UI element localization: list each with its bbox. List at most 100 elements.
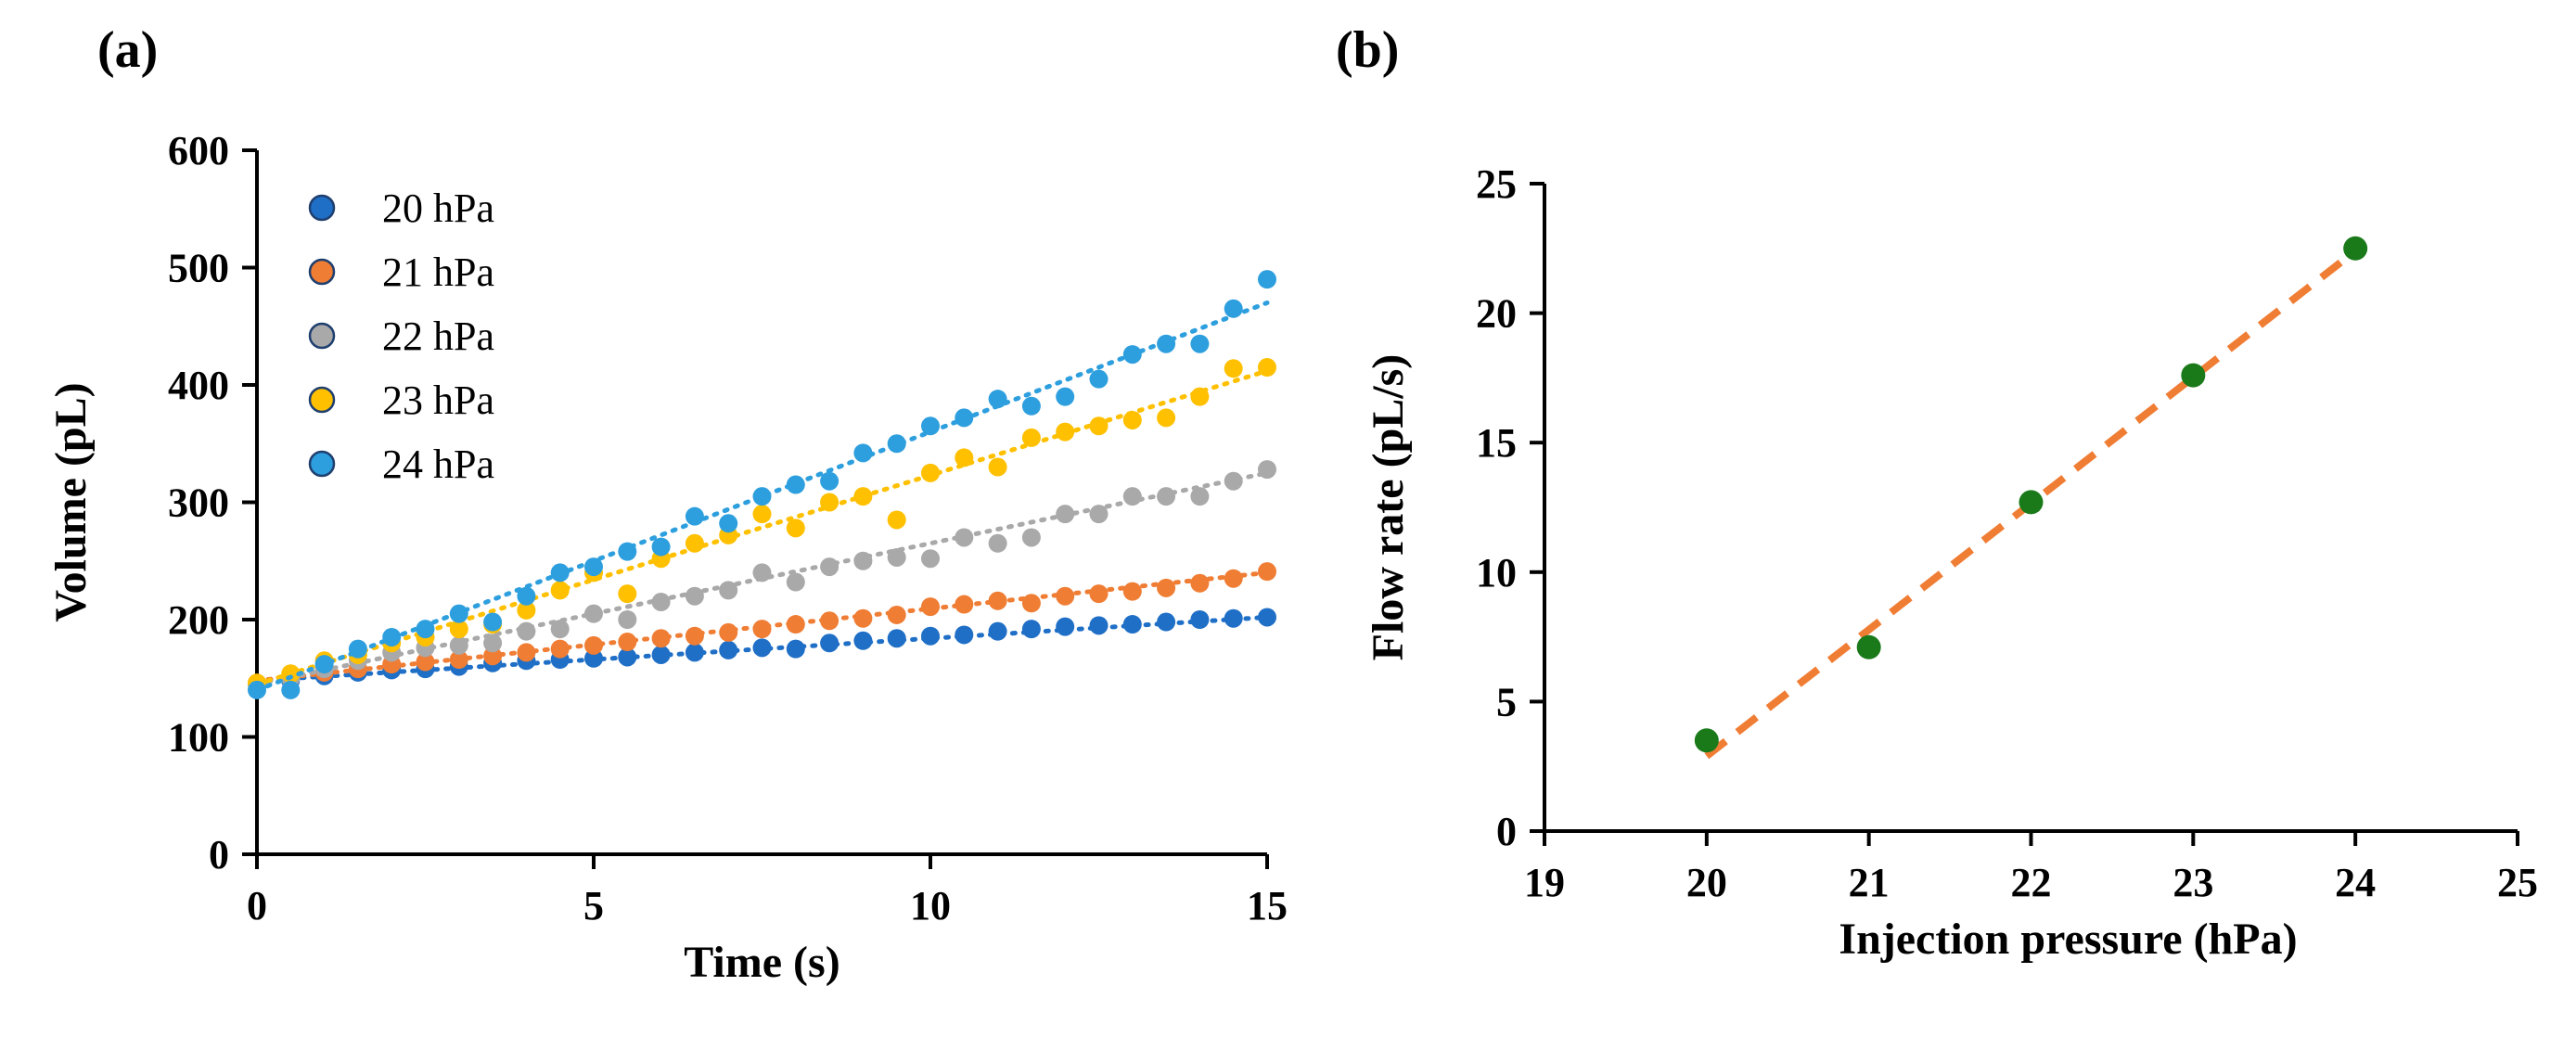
data-point bbox=[1056, 387, 1075, 406]
data-point bbox=[1157, 612, 1176, 632]
x-tick-label: 20 bbox=[1686, 860, 1727, 905]
data-point bbox=[483, 647, 503, 666]
data-point bbox=[955, 408, 974, 428]
y-tick-label: 500 bbox=[168, 246, 229, 291]
data-point bbox=[1258, 608, 1276, 627]
data-point bbox=[449, 635, 468, 655]
legend-item: 24 hPa bbox=[308, 442, 494, 487]
plot-a: 0 5 10 15 0 100 200 300 400 500 600 Time (s) Volume … bbox=[46, 128, 1288, 987]
y-tick-label: 5 bbox=[1496, 679, 1517, 724]
data-point bbox=[281, 680, 301, 699]
data-point bbox=[988, 390, 1007, 409]
data-point bbox=[1190, 334, 1210, 353]
data-point bbox=[1021, 594, 1041, 613]
data-point bbox=[1157, 487, 1176, 506]
data-point bbox=[618, 610, 637, 629]
y-tick-label: 0 bbox=[209, 832, 229, 877]
data-point bbox=[517, 600, 536, 620]
data-point bbox=[719, 581, 738, 600]
data-point bbox=[483, 612, 503, 632]
data-point bbox=[1056, 617, 1075, 636]
data-point bbox=[752, 620, 772, 639]
data-point bbox=[820, 611, 839, 631]
x-axis-title: Time (s) bbox=[684, 938, 839, 987]
y-tick-label: 200 bbox=[168, 597, 229, 643]
data-point bbox=[887, 629, 906, 648]
legend-label: 23 hPa bbox=[382, 378, 494, 423]
data-point bbox=[1224, 299, 1243, 318]
y-tick-label: 300 bbox=[168, 480, 229, 526]
data-point bbox=[921, 549, 940, 569]
data-point bbox=[1089, 505, 1109, 524]
data-point bbox=[1056, 586, 1075, 606]
data-point bbox=[1157, 408, 1176, 428]
series-1 bbox=[248, 562, 1276, 693]
data-point bbox=[955, 625, 974, 645]
data-point bbox=[1190, 387, 1210, 406]
data-point bbox=[348, 639, 367, 659]
data-point bbox=[887, 510, 906, 530]
data-point bbox=[1258, 358, 1276, 378]
legend-item: 21 hPa bbox=[308, 250, 494, 295]
data-point bbox=[719, 622, 738, 642]
x-tick-label: 0 bbox=[247, 883, 267, 928]
data-point bbox=[1021, 428, 1041, 447]
data-point bbox=[1021, 620, 1041, 639]
data-point bbox=[449, 604, 468, 623]
data-point bbox=[820, 493, 839, 512]
data-point bbox=[584, 635, 603, 655]
data-point bbox=[786, 518, 805, 538]
data-point bbox=[651, 645, 671, 664]
data-point bbox=[550, 563, 570, 583]
legend: 20 hPa 21 hPa 22 hPa 23 hPa 24 hPa bbox=[308, 186, 494, 487]
x-tick-label: 24 bbox=[2335, 860, 2376, 905]
legend-item: 20 hPa bbox=[308, 186, 494, 231]
data-point bbox=[584, 648, 603, 668]
data-point bbox=[685, 586, 704, 606]
data-point bbox=[988, 533, 1007, 553]
panel-b-label: (b) bbox=[1336, 21, 1399, 79]
data-point bbox=[988, 591, 1007, 610]
legend-marker bbox=[308, 322, 336, 350]
data-point bbox=[685, 506, 704, 526]
data-point bbox=[517, 586, 536, 606]
data-point bbox=[416, 620, 435, 639]
x-tick-label: 22 bbox=[2011, 860, 2052, 905]
data-point bbox=[1224, 569, 1243, 588]
data-point bbox=[921, 416, 940, 436]
y-tick-label: 25 bbox=[1476, 161, 1517, 207]
legend-marker bbox=[308, 258, 336, 286]
data-point bbox=[1122, 582, 1142, 601]
x-tick-label: 19 bbox=[1524, 860, 1565, 905]
data-point bbox=[1089, 416, 1109, 436]
data-point bbox=[752, 505, 772, 524]
data-point bbox=[853, 443, 873, 463]
data-point bbox=[248, 680, 266, 699]
data-point bbox=[550, 581, 570, 600]
data-point bbox=[1122, 345, 1142, 365]
data-point bbox=[1122, 615, 1142, 634]
data-point bbox=[1190, 487, 1210, 506]
data-point bbox=[685, 643, 704, 662]
x-tick-label: 15 bbox=[1247, 883, 1288, 928]
data-point bbox=[955, 595, 974, 614]
data-point bbox=[449, 650, 468, 670]
data-point bbox=[820, 557, 839, 577]
legend-marker bbox=[308, 450, 336, 478]
data-point bbox=[853, 487, 873, 506]
y-tick-label: 10 bbox=[1476, 550, 1517, 595]
data-point bbox=[1258, 270, 1276, 289]
legend-label: 21 hPa bbox=[382, 250, 494, 295]
data-point bbox=[483, 634, 503, 653]
data-point bbox=[314, 655, 334, 674]
legend-item: 22 hPa bbox=[308, 314, 494, 359]
legend-marker bbox=[308, 194, 336, 222]
data-point bbox=[786, 639, 805, 659]
x-tick-label: 21 bbox=[1849, 860, 1890, 905]
legend-label: 20 hPa bbox=[382, 186, 494, 231]
data-point bbox=[820, 471, 839, 491]
data-point bbox=[752, 563, 772, 583]
data-point bbox=[719, 640, 738, 659]
y-tick-label: 0 bbox=[1496, 809, 1517, 854]
